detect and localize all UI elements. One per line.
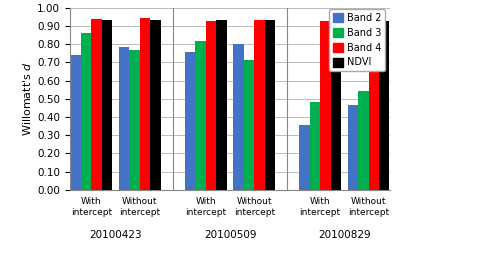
Text: 20100509: 20100509 [204,230,256,240]
Bar [102,20,112,190]
Bar [196,42,205,190]
Legend: Band 2, Band 3, Band 4, NDVI: Band 2, Band 3, Band 4, NDVI [329,9,385,72]
Bar [368,21,379,190]
Bar [244,60,254,190]
Bar [348,105,358,190]
Bar [234,44,244,190]
Bar [150,20,160,190]
Bar [81,33,92,190]
Bar [320,21,330,190]
Bar [310,101,320,190]
Bar [119,47,130,190]
Bar [140,18,150,190]
Text: 20100423: 20100423 [90,230,142,240]
Bar [70,55,81,190]
Bar [358,90,368,190]
Bar [264,20,275,190]
Bar [254,20,264,190]
Bar [206,21,216,190]
Bar [330,21,341,190]
Y-axis label: Willomatt's $d$: Willomatt's $d$ [21,61,33,136]
Bar [130,50,140,190]
Text: 20100829: 20100829 [318,230,370,240]
Bar [92,19,102,190]
Bar [379,21,390,190]
Bar [185,52,196,190]
Bar [216,20,226,190]
Bar [300,125,310,190]
